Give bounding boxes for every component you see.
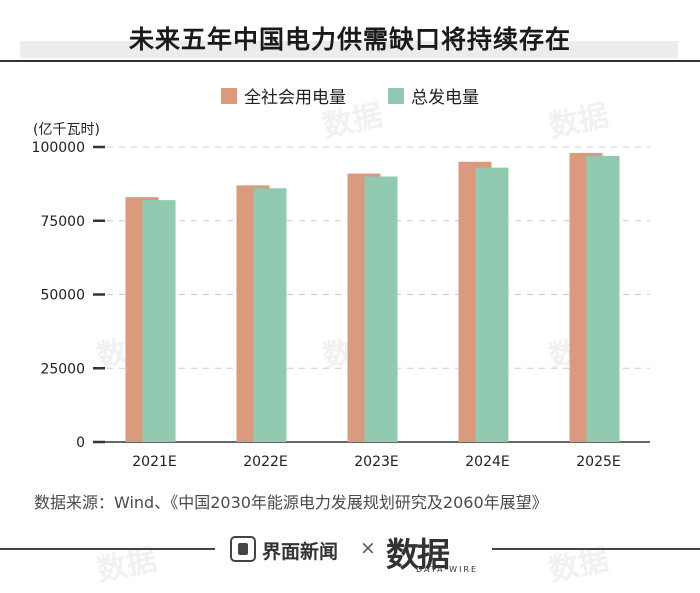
legend-swatch-generation: [388, 87, 404, 104]
jiemian-logo-icon: [230, 536, 256, 562]
footer-left-brand: 界面新闻: [262, 541, 339, 563]
y-tick-label: 50000: [40, 288, 85, 304]
bar-generation-2022E: [253, 188, 287, 442]
bar-generation-2021E: [142, 200, 176, 442]
page-title: 未来五年中国电力供需缺口将持续存在: [128, 25, 571, 54]
y-tick-label: 25000: [40, 361, 85, 377]
legend-swatch-society: [221, 87, 237, 104]
title-band: [20, 41, 678, 58]
bar-generation-2023E: [364, 176, 398, 442]
y-axis-unit-label: (亿千瓦时): [33, 122, 100, 138]
footer-right-brand-sub: DATA WIRE: [416, 565, 479, 574]
legend-label-generation: 总发电量: [411, 88, 479, 108]
bar-generation-2024E: [475, 167, 509, 442]
footer-separator: ×: [360, 537, 376, 559]
x-tick-label: 2024E: [465, 454, 509, 470]
footer-rule-left: [0, 548, 215, 550]
legend-item-society: 全社会用电量: [221, 83, 346, 108]
source-note: 数据来源：Wind、《中国2030年能源电力发展规划研究及2060年展望》: [34, 493, 548, 512]
x-tick-label: 2025E: [576, 454, 620, 470]
title-divider: [0, 60, 700, 62]
watermark: 数据: [93, 542, 160, 589]
y-tick-label: 0: [76, 435, 85, 451]
footer-rule-right: [492, 548, 700, 550]
x-tick-label: 2021E: [132, 454, 176, 470]
bar-generation-2025E: [586, 155, 620, 442]
x-tick-label: 2023E: [354, 454, 398, 470]
y-tick-label: 100000: [32, 140, 85, 156]
y-tick-label: 75000: [40, 214, 85, 230]
x-tick-label: 2022E: [243, 454, 287, 470]
footer-right-brand: 数据: [386, 535, 450, 574]
chart-legend: 全社会用电量 总发电量: [0, 83, 700, 108]
legend-item-generation: 总发电量: [388, 83, 479, 108]
legend-label-society: 全社会用电量: [244, 88, 346, 108]
bar-chart: 0 25000 50000 75000 100000 2021E 2022E 2023E 202…: [32, 140, 650, 470]
watermark: 数据: [545, 542, 612, 589]
